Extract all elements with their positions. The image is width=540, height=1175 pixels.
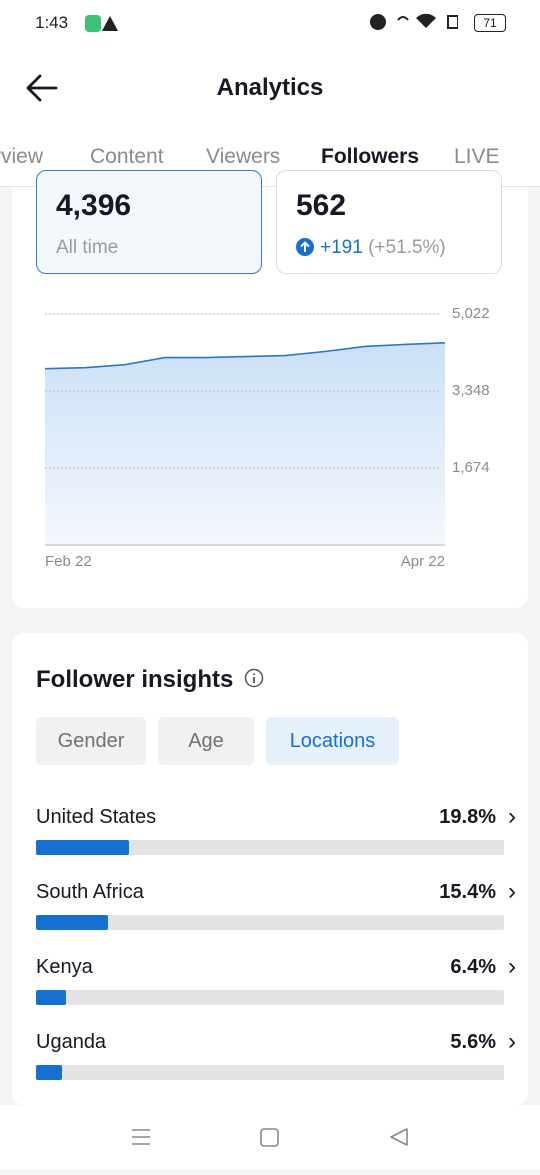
tab[interactable]: Viewers [206, 145, 281, 168]
progress-bar [36, 915, 109, 930]
tab[interactable]: rview [0, 145, 44, 168]
info-icon[interactable] [244, 668, 264, 688]
chevron[interactable]: › [508, 803, 516, 830]
location-percent: 5.6% › [450, 1028, 516, 1055]
page-title: Analytics [216, 74, 324, 101]
insights-title-text: Follower insights [36, 666, 234, 693]
top-bar: 1:43 71 Analytics [0, 0, 540, 187]
status-icons-right [370, 13, 458, 30]
location-name: South Africa [36, 881, 144, 903]
progress-track [36, 990, 504, 1005]
insights-card [12, 633, 528, 1105]
progress-bar [36, 1065, 63, 1080]
progress-bar [36, 840, 129, 855]
up-icon [296, 238, 314, 256]
filter-button[interactable]: Gender [36, 717, 146, 765]
progress-track [36, 915, 504, 930]
progress-track [36, 1065, 504, 1080]
stat-caption: All time [56, 237, 119, 258]
stat-value: 4,396 [56, 189, 132, 222]
stat-card[interactable]: 562 +191 (+51.5%) [276, 170, 502, 274]
stat-card[interactable]: 4,396 All time [36, 170, 262, 274]
location-percent: 19.8% › [439, 803, 516, 830]
y-tick-label: 1,674 [452, 459, 490, 476]
nav-icons [132, 1128, 408, 1147]
area [45, 342, 445, 545]
tab[interactable]: Content [90, 145, 164, 168]
x-tick-label: Feb 22 [45, 553, 92, 570]
battery: 71 [474, 14, 506, 32]
back-button[interactable] [24, 72, 60, 104]
location-name: United States [36, 806, 157, 828]
change-value: +191 [320, 237, 363, 258]
tab[interactable]: Followers [321, 145, 420, 168]
status-icons [85, 15, 118, 32]
location-percent: 15.4% › [439, 878, 516, 905]
chevron[interactable]: › [508, 878, 516, 905]
stat-change: +191 (+51.5%) [296, 237, 446, 259]
status-time: 1:43 [35, 13, 69, 32]
chevron[interactable]: › [508, 1028, 516, 1055]
change-pct: (+51.5%) [368, 237, 446, 258]
location-name: Uganda [36, 1031, 107, 1053]
progress-bar [36, 990, 66, 1005]
location-percent: 6.4% › [450, 953, 516, 980]
chevron[interactable]: › [508, 953, 516, 980]
nav-bar [0, 1105, 540, 1170]
y-tick-label: 5,022 [452, 305, 490, 322]
insights-title: Follower insights [36, 666, 264, 694]
line [44, 341, 446, 370]
x-tick-label: Apr 22 [401, 553, 445, 570]
location-name: Kenya [36, 956, 93, 978]
y-tick-label: 3,348 [452, 382, 490, 399]
filter-button[interactable]: Locations [266, 717, 399, 765]
progress-track [36, 840, 504, 855]
stat-value: 562 [296, 189, 347, 222]
tab[interactable]: LIVE [454, 145, 500, 168]
chart: 1,674 3,348 5,022 Feb 22 Apr 22 [44, 305, 490, 570]
filter-button[interactable]: Age [158, 717, 254, 765]
